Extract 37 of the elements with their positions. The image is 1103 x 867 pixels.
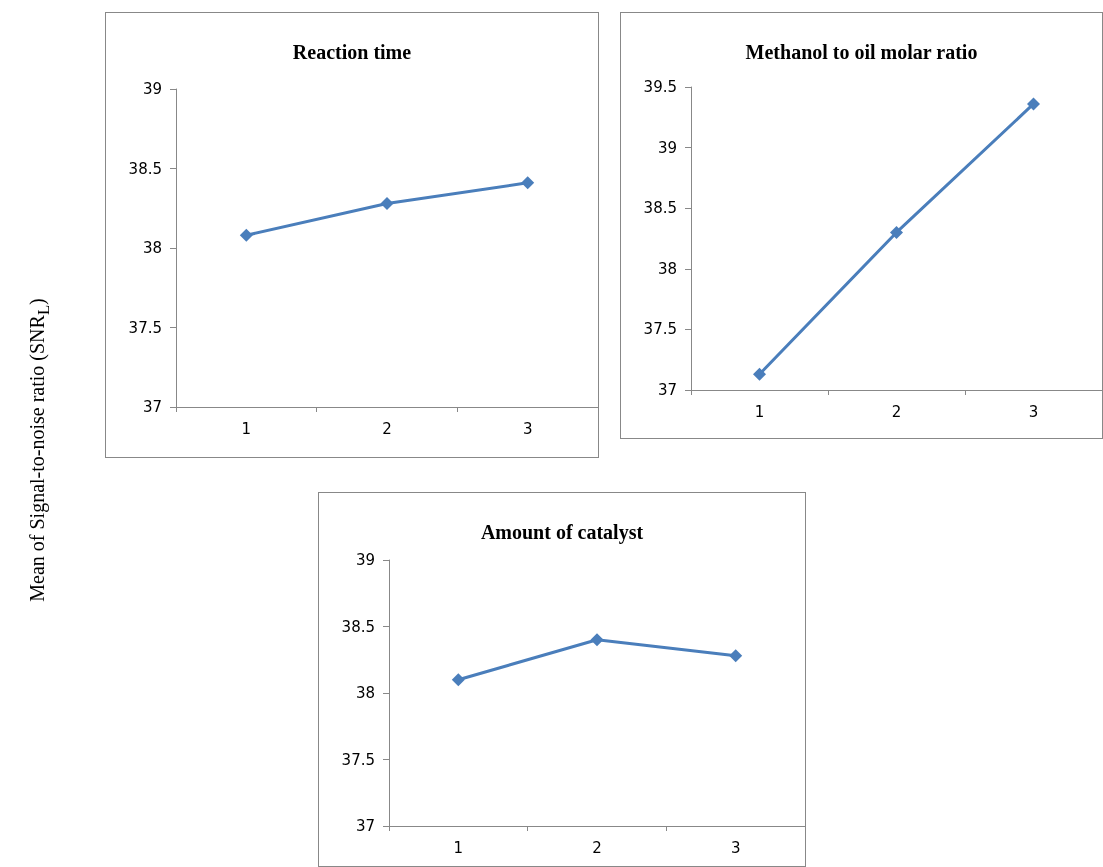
y-tick-label: 38.5 [643, 199, 677, 218]
y-tick-label: 38.5 [128, 159, 162, 178]
chart-title: Reaction time [292, 41, 412, 63]
y-tick-label: 37 [355, 817, 375, 835]
point [753, 367, 766, 381]
x-tick-label: 3 [730, 838, 741, 857]
chart-title: Amount of catalyst [480, 521, 644, 544]
x-tick-label: 1 [241, 419, 252, 438]
x-tick-label: 3 [522, 419, 533, 438]
y-tick-label: 37 [657, 381, 677, 399]
y-tick-label: 37 [142, 398, 162, 416]
y-tick-label: 38 [657, 259, 677, 278]
x-tick-label: 3 [1028, 402, 1039, 421]
point [729, 649, 743, 663]
x-tick-label: 2 [382, 419, 392, 438]
point [890, 225, 903, 239]
point [590, 633, 604, 647]
point [380, 196, 394, 210]
y-tick-label: 37.5 [341, 750, 375, 769]
point [239, 228, 253, 242]
y-tick-label: 38 [142, 239, 162, 257]
y-tick-label: 39.5 [643, 78, 677, 96]
point [451, 673, 465, 687]
chart-title: Methanol to oil molar ratio [745, 41, 978, 63]
y-tick-label: 37.5 [128, 318, 162, 337]
y-tick-label: 39 [355, 551, 375, 569]
x-tick-label: 2 [891, 402, 902, 421]
y-tick-label: 38 [355, 684, 375, 702]
y-tick-label: 38.5 [341, 617, 375, 636]
point [1027, 97, 1040, 111]
y-tick-label: 39 [657, 138, 677, 157]
y-tick-label: 39 [142, 80, 162, 98]
x-tick-label: 1 [453, 838, 464, 857]
x-tick-label: 1 [754, 402, 765, 421]
x-tick-label: 2 [592, 838, 602, 857]
y-tick-label: 37.5 [643, 320, 677, 339]
point [521, 176, 535, 190]
